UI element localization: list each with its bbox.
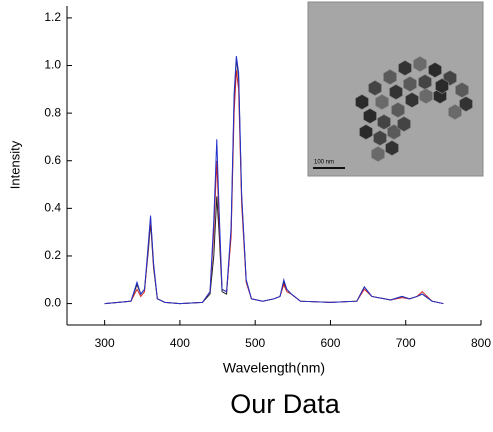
particle bbox=[455, 82, 469, 98]
particle bbox=[355, 94, 369, 110]
x-tick-label: 400 bbox=[170, 336, 190, 350]
x-tick-label: 500 bbox=[245, 336, 265, 350]
inset-image: 100 nm bbox=[307, 1, 484, 177]
x-axis-label: Wavelength(nm) bbox=[223, 360, 325, 376]
series-line bbox=[104, 55, 444, 305]
particle bbox=[371, 146, 385, 162]
particle bbox=[377, 114, 391, 130]
x-tick-label: 800 bbox=[471, 336, 491, 350]
y-axis-label: Intensity bbox=[7, 140, 22, 189]
particle bbox=[435, 78, 449, 94]
particle bbox=[448, 104, 462, 120]
scale-label: 100 nm bbox=[314, 160, 334, 166]
particle bbox=[428, 62, 442, 78]
y-tick-label: 0.8 bbox=[44, 105, 61, 119]
particle bbox=[389, 84, 403, 100]
y-tick-label: 0.0 bbox=[44, 296, 61, 310]
particle bbox=[413, 56, 427, 72]
particle bbox=[359, 124, 373, 140]
particle bbox=[403, 76, 417, 92]
y-tick-label: 0.2 bbox=[44, 248, 61, 262]
y-tick-label: 1.2 bbox=[44, 10, 61, 24]
x-tick-label: 600 bbox=[320, 336, 340, 350]
particle bbox=[368, 80, 382, 96]
particle bbox=[363, 108, 377, 124]
y-tick-label: 0.6 bbox=[44, 153, 61, 167]
particle bbox=[373, 130, 387, 146]
particle bbox=[383, 69, 397, 85]
particle bbox=[398, 60, 412, 76]
y-tick-label: 0.4 bbox=[44, 201, 61, 215]
x-tick-label: 700 bbox=[396, 336, 416, 350]
particle bbox=[397, 116, 411, 132]
x-tick-label: 300 bbox=[95, 336, 115, 350]
y-tick-label: 1.0 bbox=[44, 58, 61, 72]
caption: Our Data bbox=[230, 389, 341, 419]
particle bbox=[405, 92, 419, 108]
particle bbox=[375, 94, 389, 110]
particle bbox=[385, 140, 399, 156]
particle bbox=[459, 96, 473, 112]
particle bbox=[419, 88, 433, 104]
particle bbox=[391, 102, 405, 118]
